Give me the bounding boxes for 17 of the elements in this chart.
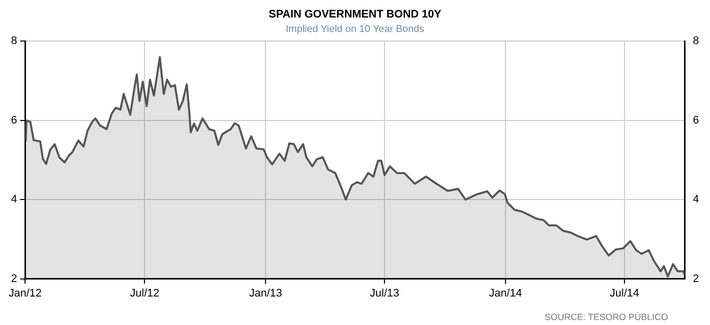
x-tick-label: Jul/13 xyxy=(370,287,400,300)
chart-subtitle: Implied Yield on 10 Year Bonds xyxy=(286,24,424,35)
y2-tick-label: 4 xyxy=(692,194,700,206)
y-tick-label: 4 xyxy=(10,194,18,206)
x-tick-label: Jul/14 xyxy=(610,287,640,300)
y-tick-label: 6 xyxy=(10,114,18,126)
y2-tick-label: 2 xyxy=(692,272,700,285)
y-tick-label: 8 xyxy=(10,35,18,48)
x-tick-label: Jan/13 xyxy=(249,287,282,300)
x-tick-label: Jan/14 xyxy=(488,287,522,300)
y2-tick-label: 8 xyxy=(692,35,700,48)
x-tick-label: Jan/12 xyxy=(8,287,42,300)
y-tick-label: 2 xyxy=(10,272,18,285)
x-tick-label: Jul/12 xyxy=(130,287,160,300)
y2-tick-label: 6 xyxy=(692,114,700,126)
source-note: SOURCE: TESORO PÚBLICO xyxy=(544,312,668,322)
chart-title: SPAIN GOVERNMENT BOND 10Y xyxy=(268,8,442,21)
